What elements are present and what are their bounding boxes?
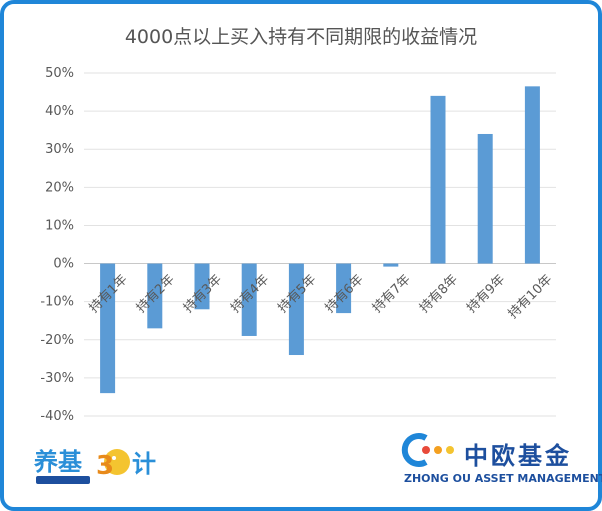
zhongou-mark-icon — [401, 433, 454, 467]
x-tick-label: 持有8年 — [417, 272, 461, 316]
bar — [336, 263, 352, 314]
y-tick-label: 30% — [45, 142, 74, 157]
y-tick-label: -20% — [40, 333, 74, 348]
y-tick-label: 20% — [45, 180, 74, 195]
chart-title: 4000点以上买入持有不同期限的收益情况 — [124, 26, 478, 48]
x-tick-label: 持有9年 — [464, 272, 508, 316]
x-tick-label: 持有10年 — [506, 272, 556, 322]
y-tick-label: 10% — [45, 218, 74, 233]
y-tick-label: 40% — [45, 104, 74, 119]
svg-text:计: 计 — [132, 450, 156, 478]
bar — [383, 263, 399, 267]
bar — [430, 95, 446, 264]
bar — [524, 86, 540, 264]
svg-text:养基: 养基 — [33, 448, 83, 476]
y-tick-label: -30% — [40, 371, 74, 386]
brand-name-cn: 中欧基金 — [464, 442, 572, 470]
y-tick-label: -10% — [40, 295, 74, 310]
bar — [100, 263, 116, 394]
brand-name-en: ZHONG OU ASSET MANAGEMENT — [404, 472, 602, 485]
zhongou-logo: 中欧基金 ZHONG OU ASSET MANAGEMENT — [400, 430, 602, 490]
y-tick-label: 50% — [45, 66, 74, 81]
bar — [147, 263, 163, 329]
x-tick-label: 持有7年 — [370, 272, 414, 316]
yangji-logo: 养基 3 计 — [33, 448, 156, 484]
y-tick-label: 0% — [53, 257, 74, 272]
bar — [288, 263, 304, 356]
bar — [194, 263, 210, 310]
svg-text:3: 3 — [96, 451, 114, 481]
bar — [477, 133, 493, 264]
bar — [241, 263, 257, 336]
y-tick-label: -40% — [40, 409, 74, 424]
